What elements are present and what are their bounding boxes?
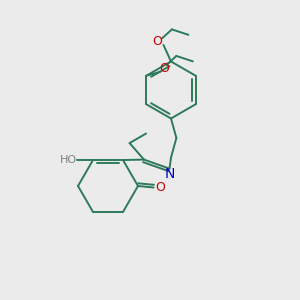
Text: HO: HO bbox=[59, 155, 77, 165]
Text: O: O bbox=[152, 34, 162, 48]
Text: N: N bbox=[164, 167, 175, 181]
Text: O: O bbox=[159, 62, 169, 75]
Text: O: O bbox=[155, 181, 165, 194]
